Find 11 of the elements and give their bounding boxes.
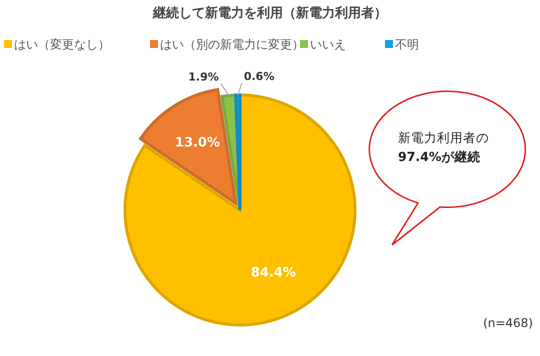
text: (n=468) [483,316,533,330]
text: 新電力利用者の 97.4%が継続 [398,130,489,164]
chart-title: 継続して新電力を利用（新電力利用者） [152,5,387,21]
legend-label: はい（別の新電力に変更） [160,37,304,52]
data-label: 1.9% [188,70,219,84]
legend-label: はい（変更なし） [14,37,110,52]
legend-label: いいえ [310,37,346,52]
data-label: 84.4% [250,266,296,281]
data-label: 13.0% [174,136,220,151]
legend-label: 不明 [395,37,419,52]
data-label: 0.6% [244,70,274,84]
